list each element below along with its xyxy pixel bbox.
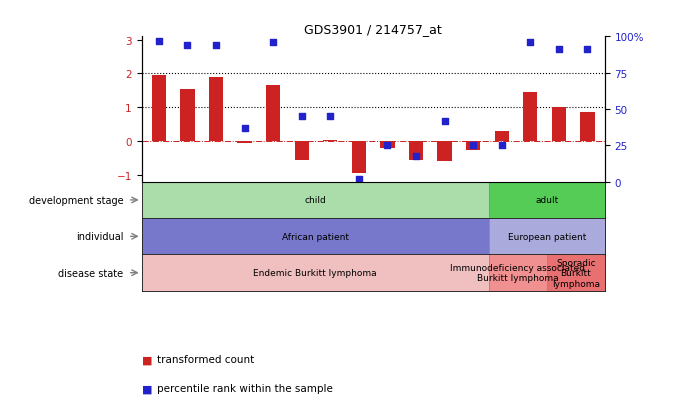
Point xyxy=(553,47,565,54)
Text: African patient: African patient xyxy=(282,232,349,241)
Point xyxy=(267,40,278,46)
Text: adult: adult xyxy=(535,196,558,205)
Point xyxy=(182,43,193,49)
Bar xyxy=(142,218,489,255)
Point xyxy=(325,114,336,120)
Text: transformed count: transformed count xyxy=(157,354,254,364)
Bar xyxy=(489,182,605,218)
Bar xyxy=(151,76,166,142)
Point xyxy=(582,47,593,54)
Bar xyxy=(294,142,309,160)
Text: percentile rank within the sample: percentile rank within the sample xyxy=(157,383,333,393)
Text: ■: ■ xyxy=(142,383,152,393)
Title: GDS3901 / 214757_at: GDS3901 / 214757_at xyxy=(304,23,442,36)
Point xyxy=(296,114,307,120)
Bar xyxy=(180,90,195,142)
Bar xyxy=(580,113,595,142)
Text: Immunodeficiency associated
Burkitt lymphoma: Immunodeficiency associated Burkitt lymp… xyxy=(451,263,585,283)
Bar xyxy=(209,78,223,142)
Bar xyxy=(238,142,252,143)
Text: European patient: European patient xyxy=(508,232,586,241)
Bar xyxy=(266,86,281,142)
Bar xyxy=(466,142,480,150)
Point xyxy=(410,153,422,159)
Text: ■: ■ xyxy=(142,354,152,364)
Point xyxy=(211,43,222,49)
Bar xyxy=(547,255,605,291)
Point xyxy=(439,118,450,125)
Bar xyxy=(352,142,366,174)
Point xyxy=(239,125,250,132)
Bar xyxy=(380,142,395,149)
Text: individual: individual xyxy=(75,232,123,242)
Text: disease state: disease state xyxy=(58,268,123,278)
Point xyxy=(353,176,364,183)
Point xyxy=(524,40,536,46)
Bar xyxy=(523,93,538,142)
Bar xyxy=(323,141,337,142)
Text: Sporadic
Burkitt
lymphoma: Sporadic Burkitt lymphoma xyxy=(551,258,600,288)
Text: child: child xyxy=(305,196,326,205)
Bar xyxy=(495,132,509,142)
Bar xyxy=(142,255,489,291)
Bar xyxy=(489,255,547,291)
Bar xyxy=(409,142,423,160)
Point xyxy=(468,143,479,150)
Point xyxy=(382,143,393,150)
Bar xyxy=(489,218,605,255)
Text: development stage: development stage xyxy=(28,195,123,205)
Bar xyxy=(437,142,452,162)
Point xyxy=(496,143,507,150)
Text: Endemic Burkitt lymphoma: Endemic Burkitt lymphoma xyxy=(254,268,377,278)
Bar xyxy=(142,182,489,218)
Point xyxy=(153,38,164,45)
Bar xyxy=(551,108,566,142)
